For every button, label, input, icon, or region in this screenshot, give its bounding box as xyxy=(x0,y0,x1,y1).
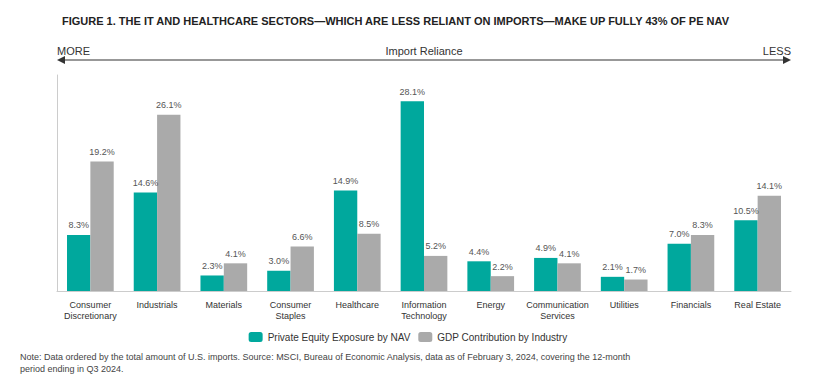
svg-text:26.1%: 26.1% xyxy=(156,100,182,110)
svg-text:7.0%: 7.0% xyxy=(669,229,690,239)
svg-text:Materials: Materials xyxy=(206,300,243,310)
svg-text:6.6%: 6.6% xyxy=(292,232,313,242)
svg-text:4.1%: 4.1% xyxy=(225,249,246,259)
svg-text:5.2%: 5.2% xyxy=(425,241,446,251)
svg-text:period ending in Q3 2024.: period ending in Q3 2024. xyxy=(20,364,124,374)
svg-text:28.1%: 28.1% xyxy=(400,87,426,97)
svg-text:2.2%: 2.2% xyxy=(492,262,513,272)
svg-text:Financials: Financials xyxy=(671,300,712,310)
svg-text:Healthcare: Healthcare xyxy=(336,300,380,310)
svg-text:LESS: LESS xyxy=(763,45,791,57)
svg-text:Note: Data ordered by the tota: Note: Data ordered by the total amount o… xyxy=(20,352,630,362)
svg-text:Utilities: Utilities xyxy=(610,300,640,310)
svg-text:GDP Contribution by Industry: GDP Contribution by Industry xyxy=(437,332,567,343)
svg-text:FIGURE 1. THE IT AND HEALTHCAR: FIGURE 1. THE IT AND HEALTHCARE SECTORS—… xyxy=(62,15,730,27)
svg-text:4.1%: 4.1% xyxy=(559,249,580,259)
svg-text:2.1%: 2.1% xyxy=(602,262,623,272)
svg-text:MORE: MORE xyxy=(57,45,90,57)
svg-text:Import Reliance: Import Reliance xyxy=(385,45,462,57)
svg-text:8.3%: 8.3% xyxy=(692,220,713,230)
svg-text:Communication: Communication xyxy=(526,300,589,310)
svg-text:Staples: Staples xyxy=(276,311,307,321)
svg-text:Technology: Technology xyxy=(401,311,447,321)
svg-text:Industrials: Industrials xyxy=(137,300,179,310)
svg-text:8.3%: 8.3% xyxy=(68,220,89,230)
svg-text:Private Equity Exposure by NAV: Private Equity Exposure by NAV xyxy=(268,332,411,343)
svg-text:Discretionary: Discretionary xyxy=(64,311,117,321)
svg-text:Energy: Energy xyxy=(476,300,505,310)
svg-text:Information: Information xyxy=(401,300,446,310)
svg-text:19.2%: 19.2% xyxy=(89,147,115,157)
svg-text:Consumer: Consumer xyxy=(270,300,312,310)
svg-text:Services: Services xyxy=(540,311,575,321)
svg-text:8.5%: 8.5% xyxy=(359,219,380,229)
svg-text:Consumer: Consumer xyxy=(70,300,112,310)
svg-text:10.5%: 10.5% xyxy=(733,206,759,216)
svg-text:3.0%: 3.0% xyxy=(269,256,290,266)
svg-text:14.1%: 14.1% xyxy=(757,181,783,191)
svg-text:14.9%: 14.9% xyxy=(333,176,359,186)
svg-text:2.3%: 2.3% xyxy=(202,261,223,271)
svg-text:1.7%: 1.7% xyxy=(626,265,647,275)
svg-text:14.6%: 14.6% xyxy=(133,178,159,188)
svg-text:4.9%: 4.9% xyxy=(536,243,557,253)
svg-text:4.4%: 4.4% xyxy=(469,247,490,257)
svg-text:Real Estate: Real Estate xyxy=(734,300,781,310)
